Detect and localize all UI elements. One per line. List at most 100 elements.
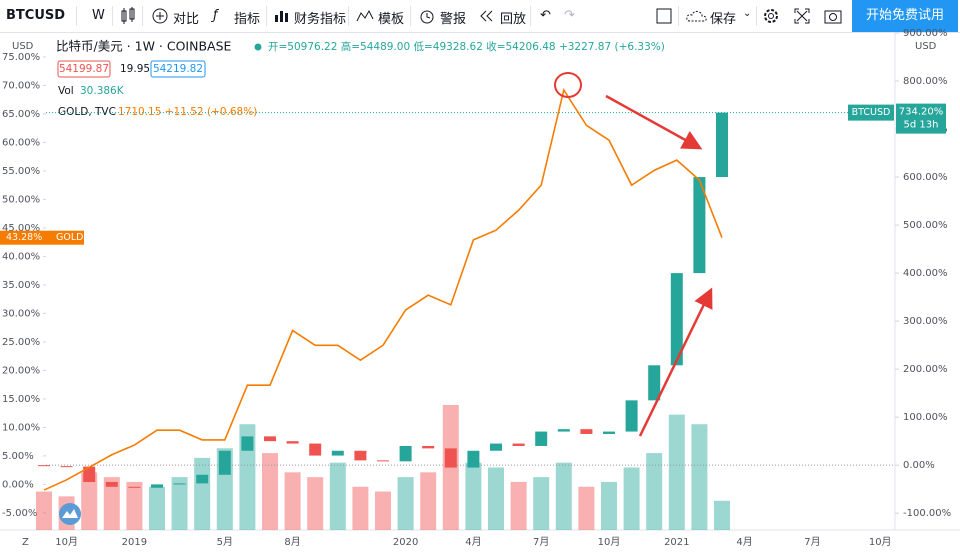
gold-legend: GOLD, TVC bbox=[58, 106, 116, 118]
volume-bar bbox=[284, 472, 301, 530]
highlight-circle bbox=[554, 72, 582, 98]
volume-bar bbox=[149, 486, 165, 530]
dropdown[interactable]: ⌄ bbox=[743, 8, 752, 19]
y2-tick-label: 600.00% bbox=[903, 172, 948, 183]
candle bbox=[399, 445, 412, 462]
financials-icon[interactable] bbox=[274, 9, 290, 23]
volume-bar bbox=[375, 491, 391, 530]
volume-bar bbox=[555, 462, 572, 530]
separator bbox=[266, 6, 267, 26]
volume-bar bbox=[81, 472, 98, 530]
templates-icon[interactable] bbox=[356, 9, 374, 23]
candle bbox=[38, 465, 50, 467]
interval[interactable]: W bbox=[92, 8, 105, 23]
separator bbox=[348, 6, 349, 26]
y-tick-label: 0.00% bbox=[2, 479, 34, 490]
y2-tick-label: -100.00% bbox=[903, 508, 951, 519]
y-tick-label: 35.00% bbox=[2, 280, 40, 291]
y-tick-label: 50.00% bbox=[2, 194, 40, 205]
separator bbox=[142, 6, 143, 26]
volume-bar bbox=[646, 453, 663, 530]
settings-icon[interactable] bbox=[762, 7, 780, 25]
gold-line bbox=[43, 87, 723, 491]
gold-badge-name: GOLD bbox=[56, 232, 83, 243]
volume-bar bbox=[329, 462, 346, 530]
undo[interactable]: ↶ bbox=[540, 8, 551, 23]
arrow bbox=[638, 287, 713, 437]
x-tick-label: 4月 bbox=[736, 536, 752, 548]
trial-button[interactable]: 开始免费试用 bbox=[852, 0, 958, 32]
plot: -5.00% 0.00% 5.00% 10.00% 15.00% 20.00% 25.00%… bbox=[0, 28, 951, 548]
candle bbox=[173, 483, 186, 485]
y-tick-label: 20.00% bbox=[2, 365, 40, 376]
y-tick-label: 10.00% bbox=[2, 422, 40, 433]
price-badge-label: 734.20% bbox=[899, 107, 944, 118]
candle bbox=[512, 443, 525, 446]
volume-bar bbox=[352, 486, 369, 530]
y-tick-label: 15.00% bbox=[2, 394, 40, 405]
candle bbox=[151, 484, 163, 488]
candle bbox=[196, 474, 209, 484]
fullscreen-icon[interactable] bbox=[794, 8, 810, 24]
y2-tick-label: 200.00% bbox=[903, 364, 948, 375]
y-tick-label: 60.00% bbox=[2, 137, 40, 148]
volume-bar bbox=[103, 477, 120, 530]
replay-icon[interactable] bbox=[479, 9, 495, 23]
save[interactable]: 保存 bbox=[710, 12, 737, 27]
volume-bar bbox=[397, 477, 414, 530]
compare[interactable]: 对比 bbox=[173, 12, 200, 27]
candle bbox=[557, 429, 570, 432]
candle bbox=[264, 436, 276, 442]
volume-bar bbox=[307, 477, 324, 530]
y-tick-label: 75.00% bbox=[2, 52, 40, 63]
symbol-badge bbox=[848, 104, 894, 121]
x-tick-label: 2020 bbox=[393, 537, 418, 548]
volume-bar bbox=[578, 486, 595, 530]
arrow bbox=[605, 94, 703, 150]
cloud-icon[interactable] bbox=[686, 9, 708, 23]
fx-icon[interactable]: ƒ bbox=[213, 8, 218, 23]
symbol[interactable]: BTCUSD bbox=[6, 8, 66, 23]
templates[interactable]: 模板 bbox=[378, 12, 405, 27]
volume-bar bbox=[623, 467, 640, 530]
currency-right: USD bbox=[915, 41, 937, 52]
alert[interactable]: 警报 bbox=[440, 12, 467, 27]
separator bbox=[76, 6, 77, 26]
candle bbox=[535, 431, 548, 446]
candle bbox=[422, 445, 435, 449]
layout-icon[interactable] bbox=[656, 8, 672, 24]
separator bbox=[678, 6, 679, 26]
x-tick-label: 2021 bbox=[664, 537, 689, 548]
candle bbox=[444, 448, 457, 468]
zoom[interactable]: Z bbox=[22, 537, 29, 548]
compare-icon[interactable] bbox=[152, 8, 170, 26]
separator bbox=[410, 6, 411, 26]
financials[interactable]: 财务指标 bbox=[294, 12, 347, 27]
candle bbox=[490, 443, 502, 451]
indicators[interactable]: 指标 bbox=[234, 12, 261, 27]
replay[interactable]: 回放 bbox=[500, 12, 527, 27]
x-tick-label: 2019 bbox=[122, 537, 147, 548]
separator bbox=[112, 6, 113, 26]
vol-value: 30.386K bbox=[80, 85, 125, 97]
candle bbox=[377, 460, 389, 462]
candle bbox=[128, 486, 141, 488]
y-tick-label: 65.00% bbox=[2, 109, 40, 120]
volume-bar bbox=[262, 453, 278, 530]
candle bbox=[467, 450, 480, 468]
candle bbox=[331, 450, 344, 456]
y2-tick-label: 0.00% bbox=[903, 460, 935, 471]
candles-icon[interactable] bbox=[120, 7, 136, 25]
y2-tick-label: 400.00% bbox=[903, 268, 948, 279]
ask: 54219.82 bbox=[153, 63, 203, 75]
alert-icon[interactable] bbox=[418, 7, 436, 25]
candle bbox=[241, 436, 254, 451]
gold-quote: 1710.15 +11.52 (+0.68%) bbox=[118, 106, 257, 118]
y-tick-label: 70.00% bbox=[2, 80, 40, 91]
x-tick-label: 10月 bbox=[598, 536, 621, 548]
redo[interactable]: ↷ bbox=[564, 8, 575, 23]
snapshot-icon[interactable] bbox=[824, 8, 842, 24]
volume-bar bbox=[488, 467, 504, 530]
